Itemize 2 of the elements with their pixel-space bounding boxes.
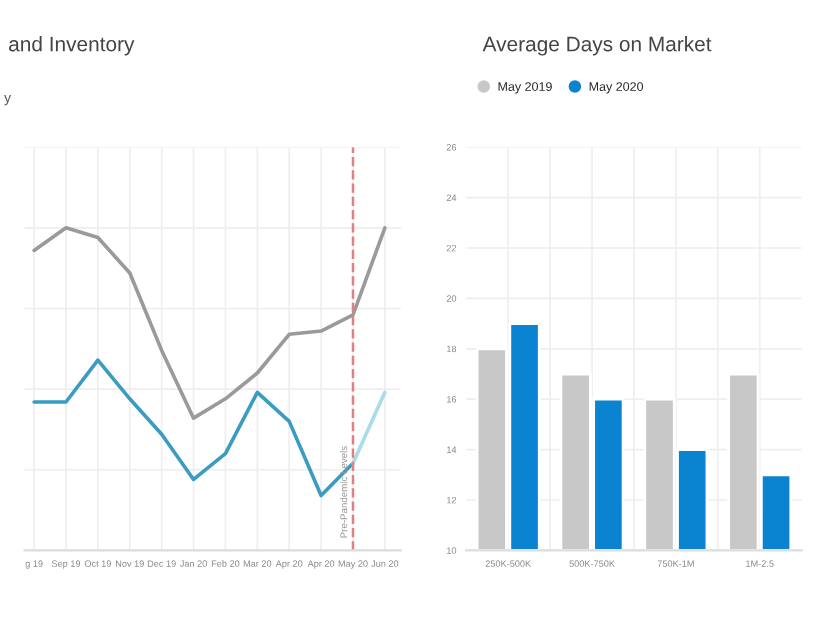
chart-title: Average Days on Market <box>482 36 712 56</box>
chart-title: and Inventory <box>9 36 135 56</box>
